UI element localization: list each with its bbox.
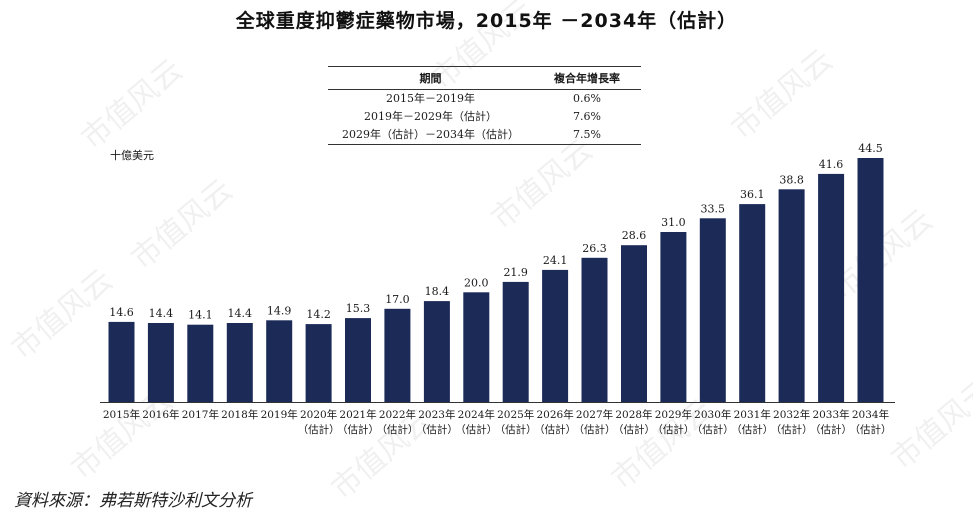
table-row: 2015年－2019年 0.6%: [328, 90, 641, 109]
data-label: 14.2: [306, 308, 331, 321]
source-note: 資料來源：弗若斯特沙利文分析: [14, 491, 252, 511]
bar: [660, 232, 687, 402]
x-tick-label: 2032年: [773, 408, 810, 421]
x-tick-label: 2023年: [418, 408, 455, 421]
period-cell: 2029年（估計）－2034年（估計）: [342, 128, 519, 141]
data-label: 33.5: [701, 202, 726, 215]
x-tick-label: 2016年: [142, 408, 179, 421]
data-label: 26.3: [582, 242, 607, 255]
data-label: 14.4: [228, 307, 253, 320]
data-label: 38.8: [779, 173, 804, 186]
bar: [739, 204, 766, 402]
bar: [187, 324, 214, 402]
x-tick-estimate-label: （估計）: [810, 423, 852, 436]
x-tick-label: 2022年: [379, 408, 416, 421]
data-label: 15.3: [346, 302, 371, 315]
x-tick-estimate-label: （估計）: [731, 423, 773, 436]
x-tick-estimate-label: （估計）: [337, 423, 379, 436]
data-label: 14.6: [109, 306, 134, 319]
x-tick-estimate-label: （估計）: [455, 423, 497, 436]
x-tick-estimate-label: （估計）: [613, 423, 655, 436]
bar: [857, 158, 884, 402]
bar: [778, 189, 805, 402]
bar: [345, 318, 371, 402]
cagr-cell: 7.5%: [573, 128, 601, 141]
x-tick-estimate-label: （估計）: [298, 423, 340, 436]
period-cell: 2019年－2029年（估計）: [364, 110, 497, 123]
x-tick-label: 2021年: [339, 408, 376, 421]
x-tick-label: 2025年: [497, 408, 534, 421]
x-tick-estimate-label: （估計）: [849, 423, 891, 436]
x-tick-estimate-label: （估計）: [495, 423, 537, 436]
data-label: 14.1: [188, 309, 213, 322]
cagr-table-header: 期間 複合年增長率: [328, 66, 641, 90]
bar: [502, 281, 529, 402]
table-row: 2029年（估計）－2034年（估計） 7.5%: [328, 126, 641, 145]
data-label: 21.9: [503, 266, 528, 279]
cagr-cell: 0.6%: [573, 92, 601, 105]
bar: [463, 292, 490, 402]
x-tick-label: 2018年: [221, 408, 258, 421]
chart-title: 全球重度抑鬱症藥物市場，2015年 －2034年（估計）: [235, 10, 738, 32]
bar: [699, 218, 726, 402]
x-tick-estimate-label: （估計）: [652, 423, 694, 436]
x-tick-estimate-label: （估計）: [574, 423, 616, 436]
x-tick-estimate-label: （估計）: [534, 423, 576, 436]
x-tick-label: 2026年: [537, 408, 574, 421]
data-label: 14.4: [149, 307, 174, 320]
data-label: 20.0: [464, 276, 489, 289]
bar: [226, 323, 253, 402]
bar: [818, 173, 845, 402]
x-tick-label: 2028年: [615, 408, 652, 421]
data-label: 31.0: [661, 216, 686, 229]
data-label: 17.0: [385, 293, 410, 306]
x-tick-label: 2033年: [812, 408, 849, 421]
x-tick-label: 2019年: [261, 408, 298, 421]
period-header: 期間: [328, 66, 533, 90]
x-tick-label: 2029年: [655, 408, 692, 421]
data-label: 14.9: [267, 304, 292, 317]
x-tick-estimate-label: （估計）: [376, 423, 418, 436]
cagr-cell: 7.6%: [573, 110, 601, 123]
data-label: 28.6: [622, 229, 647, 242]
bar: [581, 257, 608, 402]
cagr-table: 期間 複合年增長率 2015年－2019年 0.6% 2019年－2029年（估…: [328, 66, 641, 145]
x-tick-estimate-label: （估計）: [771, 423, 813, 436]
bar: [108, 321, 135, 402]
x-tick-label: 2015年: [103, 408, 140, 421]
x-tick-label: 2027年: [576, 408, 613, 421]
data-label: 44.5: [858, 142, 883, 155]
bar: [266, 320, 293, 402]
data-label: 18.4: [425, 285, 450, 298]
data-label: 36.1: [740, 188, 765, 201]
data-label: 24.1: [543, 254, 568, 267]
unit-label: 十億美元: [110, 149, 154, 162]
x-tick-label: 2024年: [458, 408, 495, 421]
x-tick-label: 2020年: [300, 408, 337, 421]
bar: [423, 301, 450, 402]
cagr-header: 複合年增長率: [533, 66, 641, 90]
x-tick-label: 2031年: [734, 408, 771, 421]
x-tick-estimate-label: （估計）: [692, 423, 734, 436]
bar: [542, 269, 569, 402]
x-tick-estimate-label: （估計）: [416, 423, 458, 436]
data-label: 41.6: [819, 158, 844, 171]
period-cell: 2015年－2019年: [386, 92, 475, 105]
table-row: 2019年－2029年（估計） 7.6%: [328, 108, 641, 126]
x-tick-label: 2030年: [694, 408, 731, 421]
bar: [147, 323, 174, 402]
bar: [305, 324, 332, 402]
x-tick-label: 2017年: [182, 408, 219, 421]
bar: [621, 245, 647, 402]
x-tick-label: 2034年: [852, 408, 889, 421]
bar: [384, 308, 411, 402]
